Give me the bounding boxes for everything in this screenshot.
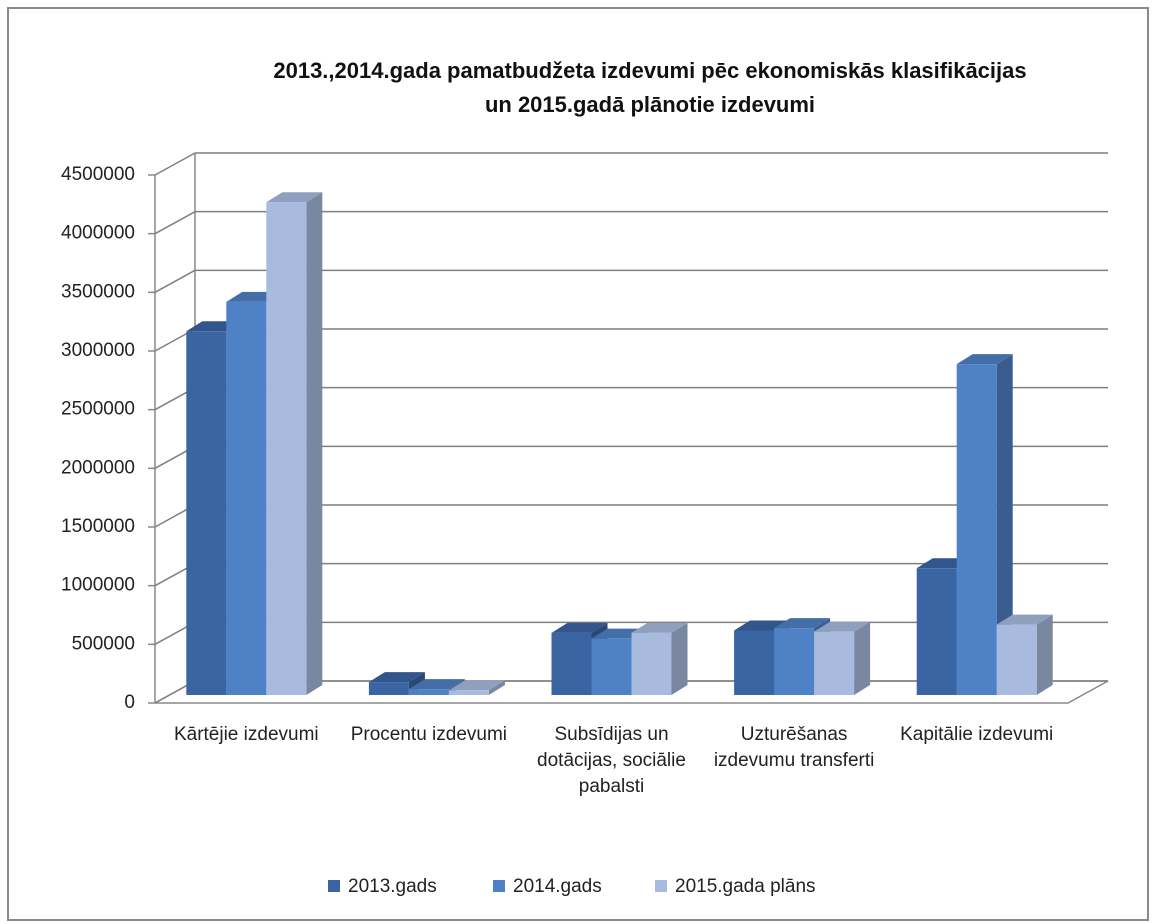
bar-side [488, 680, 505, 695]
y-tick-label: 0 [124, 692, 135, 713]
bar-top [448, 680, 505, 691]
bar-side [671, 622, 688, 695]
bar-top [631, 622, 688, 633]
y-tick-label: 4000000 [61, 223, 135, 244]
y-tick-label: 3500000 [61, 281, 135, 302]
bar [368, 682, 409, 695]
legend-label: 2014.gads [513, 876, 602, 897]
bar [448, 690, 489, 695]
grid-line [154, 269, 196, 293]
bar [266, 202, 307, 695]
grid-line [154, 211, 196, 235]
bar [631, 632, 672, 695]
bar-side [306, 192, 323, 695]
bar-side [854, 621, 871, 695]
y-tick-label: 2500000 [61, 399, 135, 420]
y-tick-label: 1500000 [61, 516, 135, 537]
x-tick-label: Uzturēšanas izdevumu transferti [713, 724, 875, 771]
bar [734, 630, 775, 695]
bar [551, 632, 592, 695]
legend-swatch [328, 880, 340, 892]
legend-swatch [655, 880, 667, 892]
legend-label: 2015.gada plāns [675, 876, 816, 897]
bar [226, 301, 267, 695]
bar-top [774, 618, 831, 629]
bar-top [368, 672, 425, 683]
bar-top [814, 621, 871, 632]
chart-title: 2013.,2014.gada pamatbudžeta izdevumi pē… [273, 58, 1027, 83]
chart-title: un 2015.gadā plānotie izdevumi [484, 92, 816, 117]
bar [774, 628, 815, 695]
y-tick-label: 3000000 [61, 340, 135, 361]
x-tick-label: Kārtējie izdevumi [173, 724, 319, 745]
bar [186, 331, 227, 695]
bar [591, 638, 632, 695]
bar [408, 689, 449, 695]
y-tick-label: 4500000 [61, 164, 135, 185]
y-tick-label: 500000 [72, 633, 135, 654]
x-tick-label: Kapitālie izdevumi [900, 724, 1054, 745]
bar [996, 624, 1037, 695]
grid-line [154, 152, 196, 176]
bar [814, 631, 855, 695]
bar-top [996, 614, 1053, 625]
y-tick-label: 1000000 [61, 575, 135, 596]
x-tick-label: Subsīdijas un dotācijas, sociālie pabals… [537, 724, 686, 797]
bar-top [408, 679, 465, 690]
bar-side [1036, 614, 1053, 695]
legend-swatch [493, 880, 505, 892]
bar [956, 364, 997, 695]
legend-label: 2013.gads [348, 876, 437, 897]
bar [916, 568, 957, 695]
y-tick-label: 2000000 [61, 457, 135, 478]
bar-top [956, 354, 1013, 365]
bar-top [551, 622, 608, 633]
bar-side [996, 354, 1013, 695]
bar-top [266, 192, 323, 203]
x-tick-label: Procentu izdevumi [350, 724, 508, 745]
